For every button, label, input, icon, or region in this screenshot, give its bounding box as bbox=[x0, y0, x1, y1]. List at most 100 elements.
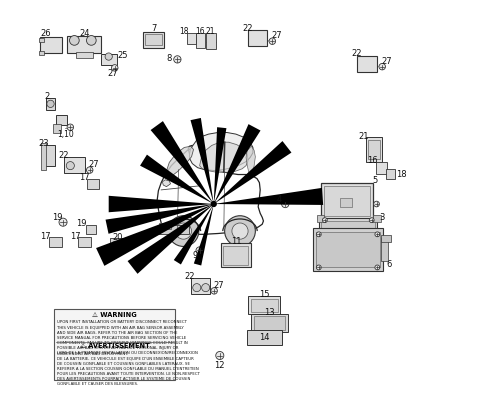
Polygon shape bbox=[140, 155, 214, 204]
Bar bbox=[317, 215, 324, 222]
Bar bbox=[46, 98, 55, 110]
Bar bbox=[317, 241, 324, 248]
Bar bbox=[376, 162, 387, 174]
Bar bbox=[221, 243, 251, 267]
Bar bbox=[56, 115, 68, 125]
Bar bbox=[247, 330, 282, 345]
Text: 19: 19 bbox=[76, 219, 87, 228]
Bar bbox=[381, 238, 388, 261]
Text: 27: 27 bbox=[214, 281, 224, 290]
Text: 8: 8 bbox=[167, 54, 172, 63]
Polygon shape bbox=[128, 204, 214, 274]
Text: 19: 19 bbox=[52, 213, 63, 222]
Bar bbox=[248, 30, 267, 46]
Polygon shape bbox=[165, 146, 193, 177]
Circle shape bbox=[375, 265, 380, 270]
Bar bbox=[64, 157, 85, 173]
Bar bbox=[187, 33, 195, 44]
Bar bbox=[158, 225, 189, 234]
Bar bbox=[39, 38, 44, 42]
Bar bbox=[373, 215, 381, 222]
Text: ⚠ AVERTISSEMENT: ⚠ AVERTISSEMENT bbox=[80, 343, 150, 349]
Polygon shape bbox=[191, 118, 214, 204]
Circle shape bbox=[216, 351, 224, 360]
Bar bbox=[248, 296, 280, 314]
Text: 11: 11 bbox=[231, 237, 241, 246]
Bar bbox=[369, 140, 380, 159]
Bar bbox=[206, 33, 216, 49]
Text: 7: 7 bbox=[151, 24, 156, 33]
Circle shape bbox=[202, 284, 210, 292]
Text: 25: 25 bbox=[117, 51, 128, 60]
Circle shape bbox=[70, 36, 79, 45]
Circle shape bbox=[86, 36, 96, 45]
Circle shape bbox=[316, 265, 321, 270]
Circle shape bbox=[269, 38, 276, 44]
Bar bbox=[54, 309, 175, 380]
Bar bbox=[316, 232, 380, 267]
Text: 22: 22 bbox=[351, 49, 361, 58]
Bar bbox=[101, 54, 117, 65]
Text: 15: 15 bbox=[259, 290, 269, 299]
Text: 22: 22 bbox=[184, 272, 195, 281]
Text: 6: 6 bbox=[386, 260, 392, 269]
Text: 4: 4 bbox=[277, 195, 282, 204]
Bar bbox=[191, 278, 210, 294]
Polygon shape bbox=[214, 124, 261, 204]
Text: 22: 22 bbox=[58, 151, 69, 160]
Polygon shape bbox=[96, 204, 214, 266]
Circle shape bbox=[225, 216, 255, 246]
Text: ⚠ WARNING: ⚠ WARNING bbox=[92, 312, 137, 318]
Polygon shape bbox=[246, 146, 255, 176]
Bar bbox=[41, 143, 46, 170]
Bar bbox=[39, 51, 44, 55]
Bar bbox=[321, 221, 375, 244]
Text: 26: 26 bbox=[40, 29, 50, 38]
Text: 27: 27 bbox=[88, 160, 99, 169]
Bar bbox=[49, 237, 62, 247]
Circle shape bbox=[67, 124, 73, 130]
Circle shape bbox=[193, 284, 201, 292]
Text: 16: 16 bbox=[195, 27, 205, 36]
Text: 27: 27 bbox=[381, 57, 392, 66]
Circle shape bbox=[316, 232, 321, 237]
Text: 17: 17 bbox=[79, 173, 90, 182]
Circle shape bbox=[323, 218, 327, 223]
Circle shape bbox=[168, 216, 199, 246]
Polygon shape bbox=[157, 145, 264, 234]
Circle shape bbox=[369, 218, 374, 223]
Text: 20: 20 bbox=[112, 233, 123, 242]
Text: 14: 14 bbox=[259, 333, 269, 342]
Polygon shape bbox=[174, 204, 214, 265]
Text: 17: 17 bbox=[40, 232, 50, 241]
Polygon shape bbox=[190, 133, 253, 170]
Bar bbox=[78, 237, 91, 247]
Bar bbox=[252, 314, 288, 332]
Text: 18: 18 bbox=[396, 170, 407, 179]
Text: 2: 2 bbox=[44, 92, 49, 101]
Circle shape bbox=[379, 63, 385, 70]
Circle shape bbox=[86, 167, 93, 173]
Bar bbox=[313, 228, 384, 271]
Text: UPON FIRST INSTALLATION OR BATTERY DISCONNECT RECONNECT
THIS VEHICLE IS EQUIPPED: UPON FIRST INSTALLATION OR BATTERY DISCO… bbox=[58, 320, 188, 356]
Text: 13: 13 bbox=[264, 308, 275, 317]
Text: LORS DE LA PREMIERE INSTALLATION OU DECONNEXION/RECONNEXION
DE LA BATTERIE, CE V: LORS DE LA PREMIERE INSTALLATION OU DECO… bbox=[58, 351, 200, 387]
Bar bbox=[87, 179, 99, 189]
Circle shape bbox=[232, 223, 248, 239]
Text: 18: 18 bbox=[180, 27, 189, 36]
Text: 16: 16 bbox=[367, 156, 378, 165]
Circle shape bbox=[59, 218, 67, 226]
Bar bbox=[373, 241, 381, 248]
Text: 3: 3 bbox=[379, 213, 385, 222]
Circle shape bbox=[66, 162, 74, 170]
Bar bbox=[254, 316, 285, 330]
Circle shape bbox=[196, 247, 203, 254]
Bar bbox=[67, 36, 101, 53]
Bar bbox=[76, 52, 93, 58]
Text: 21: 21 bbox=[206, 27, 215, 36]
Bar bbox=[223, 246, 249, 265]
Polygon shape bbox=[151, 121, 214, 204]
Bar bbox=[357, 56, 376, 72]
Bar bbox=[319, 218, 377, 246]
Circle shape bbox=[174, 56, 181, 63]
